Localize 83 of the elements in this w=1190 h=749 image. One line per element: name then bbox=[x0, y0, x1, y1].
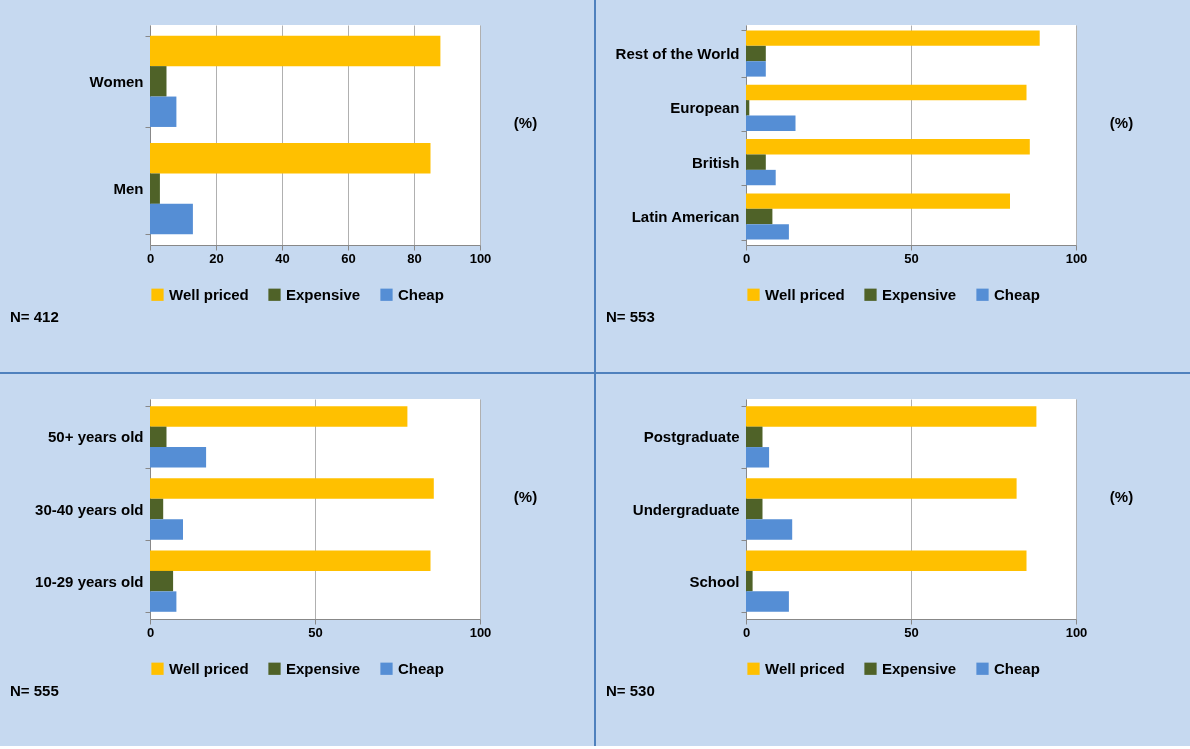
x-axis-title: (%) bbox=[513, 113, 538, 131]
legend-label: Expensive bbox=[286, 285, 361, 303]
x-axis-title: (%) bbox=[513, 487, 538, 505]
text: N= 555 bbox=[10, 682, 59, 699]
bar bbox=[150, 96, 177, 127]
legend-label: Well priced bbox=[765, 285, 845, 303]
x-tick-label: 50 bbox=[308, 624, 323, 640]
bar bbox=[746, 498, 763, 520]
legend-label: Cheap bbox=[994, 659, 1040, 677]
x-axis-title: (%) bbox=[1109, 487, 1134, 505]
bar bbox=[150, 406, 408, 427]
bar bbox=[746, 426, 763, 448]
legend-label: Cheap bbox=[994, 285, 1040, 303]
bar bbox=[150, 519, 183, 540]
y-tick-label: Postgraduate bbox=[643, 428, 740, 446]
bar bbox=[746, 570, 753, 592]
y-tick-label: British bbox=[691, 153, 740, 171]
legend-label: Expensive bbox=[882, 285, 957, 303]
legend-label: Expensive bbox=[286, 659, 361, 677]
legend-label: Well priced bbox=[169, 285, 249, 303]
y-tick-label: Undergraduate bbox=[632, 500, 740, 518]
x-axis-title: (%) bbox=[1109, 113, 1134, 131]
bar bbox=[150, 478, 434, 499]
x-tick-label: 80 bbox=[407, 250, 422, 266]
x-tick-label: 100 bbox=[469, 624, 492, 640]
bar bbox=[150, 570, 174, 592]
y-tick-label: 30-40 years old bbox=[35, 500, 144, 518]
bar bbox=[746, 478, 1017, 499]
x-tick-label: 0 bbox=[146, 250, 155, 266]
bar bbox=[150, 35, 441, 67]
bar bbox=[746, 591, 789, 612]
legend-label: Cheap bbox=[398, 285, 444, 303]
bar bbox=[150, 66, 167, 97]
y-tick-label: Rest of the World bbox=[615, 45, 740, 63]
x-tick-label: 50 bbox=[904, 250, 919, 266]
bar bbox=[746, 115, 796, 131]
bar bbox=[746, 100, 750, 116]
x-tick-label: 100 bbox=[469, 250, 492, 266]
legend-label: Expensive bbox=[882, 659, 957, 677]
bar bbox=[746, 550, 1027, 571]
bar bbox=[150, 591, 177, 612]
text: N= 412 bbox=[10, 308, 59, 325]
bar bbox=[746, 447, 770, 468]
bar bbox=[746, 169, 776, 186]
x-tick-label: 100 bbox=[1065, 624, 1088, 640]
x-tick-label: 60 bbox=[341, 250, 356, 266]
bar bbox=[746, 45, 766, 62]
y-tick-label: Latin American bbox=[631, 207, 740, 225]
bar bbox=[746, 61, 766, 77]
y-tick-label: Women bbox=[89, 72, 144, 90]
bar bbox=[746, 193, 1010, 209]
x-tick-label: 40 bbox=[275, 250, 290, 266]
bar bbox=[150, 498, 164, 520]
bar bbox=[746, 208, 773, 225]
bar bbox=[150, 447, 207, 468]
y-tick-label: European bbox=[670, 99, 740, 117]
legend-label: Well priced bbox=[765, 659, 845, 677]
bar bbox=[150, 203, 193, 235]
bar bbox=[150, 173, 160, 204]
bar bbox=[746, 30, 1040, 46]
bar bbox=[746, 84, 1027, 101]
bar bbox=[746, 139, 1030, 155]
x-tick-label: 20 bbox=[209, 250, 224, 266]
bar bbox=[150, 426, 167, 448]
x-tick-label: 0 bbox=[146, 624, 155, 640]
text: N= 530 bbox=[606, 682, 655, 699]
y-tick-label: School bbox=[689, 572, 740, 590]
bar bbox=[746, 154, 766, 170]
y-tick-label: Men bbox=[113, 180, 144, 198]
bar bbox=[746, 519, 793, 540]
bar bbox=[150, 143, 431, 174]
legend-label: Cheap bbox=[398, 659, 444, 677]
x-tick-label: 50 bbox=[904, 624, 919, 640]
bar bbox=[746, 224, 789, 240]
bar bbox=[150, 550, 431, 571]
x-tick-label: 100 bbox=[1065, 250, 1088, 266]
y-tick-label: 50+ years old bbox=[48, 428, 144, 446]
bar bbox=[746, 406, 1037, 427]
x-tick-label: 0 bbox=[742, 624, 751, 640]
y-tick-label: 10-29 years old bbox=[35, 572, 144, 590]
legend-label: Well priced bbox=[169, 659, 249, 677]
x-tick-label: 0 bbox=[742, 250, 751, 266]
text: N= 553 bbox=[606, 308, 655, 325]
